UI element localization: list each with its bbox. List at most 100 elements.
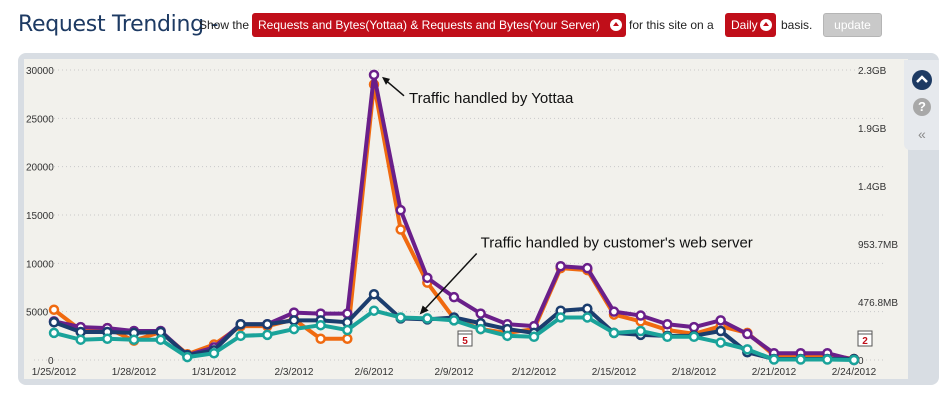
data-point	[262, 329, 273, 341]
annotation-arrowhead	[382, 76, 390, 85]
double-chevron-left-icon[interactable]: «	[918, 126, 926, 142]
data-point	[475, 323, 486, 335]
data-point	[555, 312, 566, 323]
data-point	[662, 318, 673, 330]
annotation-arrow	[422, 253, 478, 313]
chart-side-toolbar: ? «	[904, 60, 939, 150]
data-point	[102, 333, 113, 344]
x-tick-label: 1/28/2012	[112, 367, 157, 378]
data-point	[715, 315, 726, 326]
data-point	[235, 318, 246, 330]
data-point	[395, 224, 406, 235]
data-point	[502, 330, 513, 342]
data-point	[395, 204, 406, 216]
y-tick-label: 20000	[26, 163, 54, 174]
data-point	[208, 347, 220, 359]
data-point	[635, 325, 646, 337]
x-tick-label: 2/21/2012	[752, 367, 797, 378]
data-point	[395, 312, 406, 323]
request-trend-chart: 0 5000 10000 15000 20000 25000 30000 0 476.8MB 95…	[26, 66, 898, 378]
data-point	[182, 351, 193, 363]
data-point	[768, 354, 780, 365]
annotation-yottaa: Traffic handled by Yottaa	[409, 90, 574, 107]
page-title: Request Trending -	[18, 12, 219, 37]
for-site-label: for this site on a	[629, 18, 714, 32]
data-point	[848, 354, 860, 366]
chevron-up-icon	[610, 19, 622, 31]
data-point	[288, 315, 300, 326]
y-tick-label: 15000	[26, 211, 54, 222]
x-tick-label: 2/9/2012	[435, 367, 474, 378]
data-point	[48, 327, 60, 339]
data-point	[48, 304, 60, 315]
y-tick-label: 10000	[26, 259, 54, 270]
y-tick-label: 5000	[26, 308, 49, 319]
data-point	[75, 334, 86, 345]
data-point	[422, 272, 433, 284]
y2-tick-label: 1.4GB	[858, 182, 887, 193]
chart-panel: 0 5000 10000 15000 20000 25000 30000 0 476.8MB 95…	[18, 53, 939, 385]
y2-tick-label: 2.3GB	[858, 66, 887, 77]
data-point	[662, 331, 673, 343]
data-point	[155, 334, 166, 345]
show-the-label: Show the	[199, 18, 250, 32]
data-point	[448, 315, 460, 326]
x-tick-label: 1/31/2012	[192, 367, 237, 378]
data-point	[475, 308, 486, 319]
note-marker	[457, 330, 473, 347]
period-select-value: Daily	[731, 18, 758, 32]
help-icon[interactable]: ?	[913, 98, 931, 116]
y-tick-label: 0	[48, 356, 54, 367]
annotation-web-server: Traffic handled by customer's web server	[481, 235, 753, 252]
data-point	[128, 334, 140, 345]
x-tick-label: 2/6/2012	[355, 367, 394, 378]
note-marker	[857, 330, 873, 347]
x-tick-label: 2/18/2012	[672, 367, 717, 378]
data-point	[608, 306, 620, 317]
data-point	[582, 262, 593, 274]
x-tick-label: 2/12/2012	[512, 367, 557, 378]
data-point	[688, 321, 700, 333]
metric-select[interactable]: Requests and Bytes(Yottaa) & Requests an…	[252, 13, 626, 37]
data-point	[608, 327, 620, 339]
chevron-up-icon	[760, 19, 772, 31]
collapse-up-icon[interactable]	[912, 70, 932, 90]
data-point	[448, 291, 460, 303]
chart-area: 0 5000 10000 15000 20000 25000 30000 0 476.8MB 95…	[24, 59, 908, 379]
data-point	[342, 333, 353, 344]
data-point	[315, 333, 326, 344]
update-button[interactable]: update	[823, 13, 882, 37]
data-point	[528, 331, 540, 343]
data-point	[555, 260, 566, 272]
data-point	[262, 318, 273, 330]
data-point	[582, 312, 593, 323]
data-point	[48, 317, 60, 328]
data-point	[235, 330, 246, 342]
data-point	[688, 331, 700, 343]
note-marker-count: 5	[462, 336, 468, 347]
data-point	[342, 324, 353, 336]
data-point	[368, 305, 380, 316]
y2-tick-label: 953.7MB	[858, 240, 898, 251]
x-tick-label: 2/24/2012	[832, 367, 877, 378]
note-marker-count: 2	[862, 336, 868, 347]
y2-tick-label: 0	[858, 356, 864, 367]
data-point	[315, 319, 326, 331]
y2-tick-label: 476.8MB	[858, 298, 898, 309]
basis-label: basis.	[781, 18, 813, 32]
data-point	[742, 344, 753, 355]
page-header: Request Trending - Show the Requests and…	[0, 0, 949, 52]
x-tick-label: 1/25/2012	[32, 367, 77, 378]
data-point	[422, 313, 433, 324]
metric-select-value: Requests and Bytes(Yottaa) & Requests an…	[258, 18, 600, 32]
data-point	[795, 354, 806, 365]
x-tick-label: 2/3/2012	[275, 367, 314, 378]
data-point	[715, 325, 726, 337]
annotation-arrowhead	[419, 305, 429, 315]
y-tick-label: 30000	[26, 66, 54, 77]
data-point	[822, 354, 833, 365]
y2-tick-label: 1.9GB	[858, 124, 887, 135]
y-tick-label: 25000	[26, 114, 54, 125]
data-point	[368, 69, 380, 81]
period-select[interactable]: Daily	[725, 13, 776, 37]
